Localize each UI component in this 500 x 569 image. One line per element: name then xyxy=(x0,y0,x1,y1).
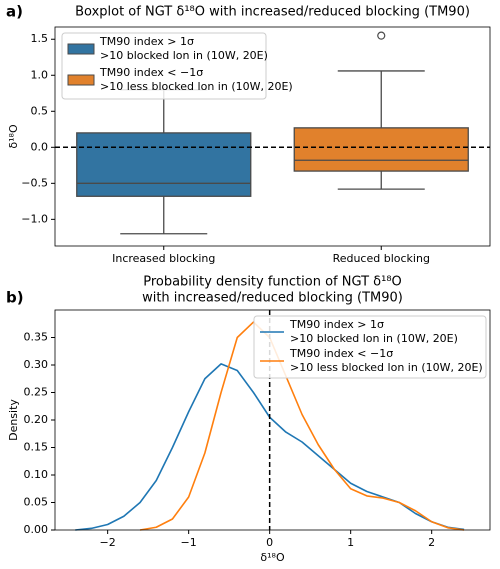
y-axis-label: δ¹⁸O xyxy=(7,124,20,149)
box xyxy=(293,127,469,172)
legend-swatch xyxy=(67,74,95,86)
y-tick-label: 0.20 xyxy=(24,413,49,426)
y-tick-label: 1.5 xyxy=(31,32,49,45)
y-tick-label: 0.00 xyxy=(24,523,49,536)
x-tick-label: −1 xyxy=(181,536,197,549)
y-tick-label: −1.0 xyxy=(21,212,48,225)
y-tick-label: 1.0 xyxy=(31,68,49,81)
x-tick-label: −2 xyxy=(100,536,116,549)
panel-label: a) xyxy=(6,3,23,21)
x-tick-label: 0 xyxy=(266,536,273,549)
legend-label: TM90 index > 1σ xyxy=(289,318,384,331)
legend-label: TM90 index > 1σ xyxy=(99,35,194,48)
y-tick-label: 0.0 xyxy=(31,140,49,153)
legend-label: TM90 index < −1σ xyxy=(289,347,393,360)
legend-label: >10 blocked lon in (10W, 20E) xyxy=(100,49,268,62)
legend-frame xyxy=(61,32,267,100)
box xyxy=(76,132,252,197)
y-axis-label: Density xyxy=(7,399,20,441)
legend-swatch xyxy=(67,43,95,55)
y-tick-label: 0.15 xyxy=(24,441,49,454)
y-tick-label: 0.5 xyxy=(31,104,49,117)
x-axis-label: δ¹⁸O xyxy=(260,551,285,564)
plot-frame xyxy=(54,26,491,247)
y-tick-label: 0.05 xyxy=(24,496,49,509)
chart-title: Boxplot of NGT δ¹⁸O with increased/reduc… xyxy=(75,5,470,20)
chart-title: with increased/reduced blocking (TM90) xyxy=(142,291,403,306)
legend-label: >10 blocked lon in (10W, 20E) xyxy=(290,332,458,345)
density-line xyxy=(139,321,465,531)
y-tick-label: 0.10 xyxy=(24,468,49,481)
legend-frame xyxy=(253,315,487,379)
x-tick-label: 2 xyxy=(428,536,435,549)
x-tick-label: Reduced blocking xyxy=(333,252,430,265)
panel-label: b) xyxy=(6,289,24,307)
chart-title: Probability density function of NGT δ¹⁸O xyxy=(143,275,402,290)
y-tick-label: 0.35 xyxy=(24,331,49,344)
outlier xyxy=(377,31,386,40)
y-tick-label: 0.30 xyxy=(24,358,49,371)
plot-frame xyxy=(54,309,491,531)
legend-label: TM90 index < −1σ xyxy=(99,66,203,79)
x-tick-label: Increased blocking xyxy=(112,252,215,265)
legend-label: >10 less blocked lon in (10W, 20E) xyxy=(100,80,293,93)
y-tick-label: −0.5 xyxy=(21,176,48,189)
x-tick-label: 1 xyxy=(347,536,354,549)
y-tick-label: 0.25 xyxy=(24,386,49,399)
legend-label: >10 less blocked lon in (10W, 20E) xyxy=(290,361,483,374)
